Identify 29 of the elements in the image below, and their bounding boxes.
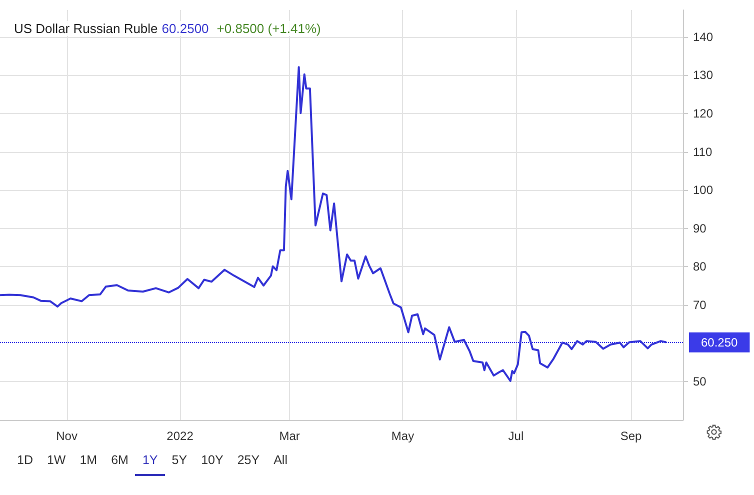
y-tick-label: 120: [693, 106, 714, 120]
x-tick-label: May: [391, 429, 414, 443]
text: 10Y: [200, 452, 224, 469]
x-tick-label: 2022: [166, 429, 194, 443]
annotation: 60.2500: [162, 21, 209, 36]
text: 6M: [110, 452, 130, 469]
x-tick-label: Nov: [56, 429, 78, 443]
y-tick-label: 50: [693, 374, 707, 389]
y-tick-label: 140: [693, 30, 714, 44]
text: 1W: [46, 452, 67, 469]
line-series: [0, 66, 668, 382]
annotation: +0.8500 (+1.41%): [216, 21, 321, 36]
y-tick-label: 90: [693, 221, 707, 236]
text: All: [272, 452, 288, 469]
y-tick-label: 100: [693, 183, 714, 198]
text: 1Y: [135, 452, 165, 476]
x-tick-label: Jul: [508, 429, 524, 443]
text: 25Y: [236, 452, 261, 469]
text: 1D: [16, 452, 34, 469]
y-tick-label: 80: [693, 260, 707, 274]
text: 1M: [78, 452, 98, 469]
x-tick-label: Sep: [620, 429, 642, 443]
ref-line-label: 60.250: [701, 335, 738, 350]
y-tick-label: 70: [693, 298, 707, 312]
text: 5Y: [170, 452, 188, 469]
y-tick-label: 130: [693, 68, 714, 82]
x-tick-label: Mar: [279, 429, 300, 443]
y-tick-label: 110: [693, 144, 712, 159]
text: US Dollar Russian Ruble: [14, 21, 158, 36]
